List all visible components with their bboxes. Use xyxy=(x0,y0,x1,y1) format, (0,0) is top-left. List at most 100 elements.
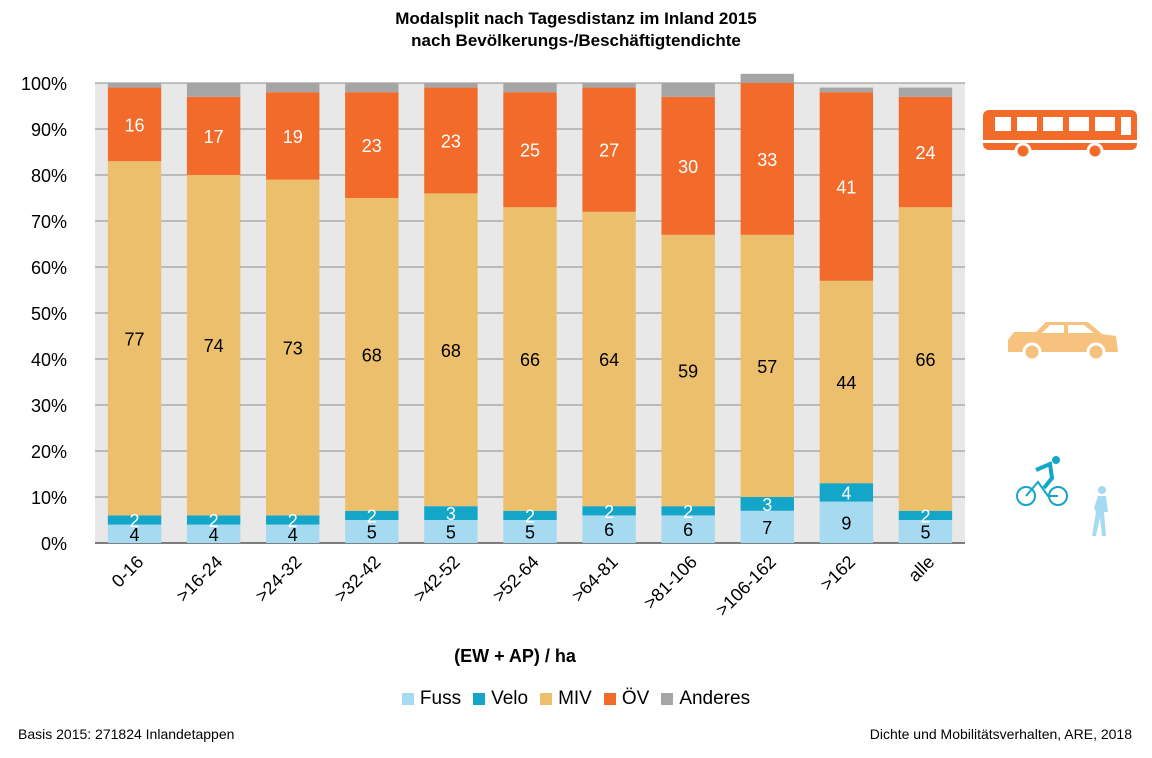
y-tick-label: 90% xyxy=(31,120,67,140)
data-label-fuss: 4 xyxy=(130,525,140,545)
bar-segment-öv xyxy=(345,92,399,198)
x-axis-label: (EW + AP) / ha xyxy=(454,646,576,666)
bar-segment-fuss xyxy=(819,501,874,543)
bar-segment-miv xyxy=(819,280,874,484)
data-label-velo: 2 xyxy=(604,502,614,522)
legend-label-velo: Velo xyxy=(491,688,529,709)
bar-segment-öv xyxy=(661,96,715,235)
bar-segment-anderes xyxy=(266,83,320,93)
data-label-miv: 77 xyxy=(125,329,145,349)
bar-segment-anderes xyxy=(740,73,794,83)
legend-label-anderes: Anderes xyxy=(679,688,751,709)
subtitle: nach Bevölkerungs-/Beschäftigtendichte xyxy=(411,31,741,50)
data-label-velo: 2 xyxy=(288,511,298,531)
bar-segment-velo xyxy=(503,510,557,520)
bar-segment-anderes xyxy=(424,83,478,88)
data-label-velo: 4 xyxy=(841,483,851,503)
bar-segment-fuss xyxy=(503,520,557,543)
bar-segment-fuss xyxy=(107,524,162,543)
data-label-fuss: 7 xyxy=(762,518,772,538)
bar-segment-miv xyxy=(898,207,953,511)
legend-item-miv: MIV xyxy=(540,688,592,710)
footer-basis: Basis 2015: 271824 Inlandetappen xyxy=(18,726,235,742)
bar-segment-öv xyxy=(740,83,794,235)
data-label-öv: 41 xyxy=(836,178,856,198)
bar-segment-anderes xyxy=(661,83,715,97)
data-label-öv: 30 xyxy=(678,157,698,177)
bar-segment-miv xyxy=(661,234,715,507)
data-label-fuss: 5 xyxy=(367,523,377,543)
bars xyxy=(107,73,953,543)
x-tick-label: >81-106 xyxy=(640,552,701,613)
bar-segment-miv xyxy=(740,234,794,498)
x-tick-label: >52-64 xyxy=(489,552,543,606)
y-tick-label: 80% xyxy=(31,166,67,186)
bus-icon xyxy=(983,110,1137,160)
data-label-velo: 3 xyxy=(762,495,772,515)
y-tick-label: 50% xyxy=(31,304,67,324)
y-tick-label: 100% xyxy=(21,74,67,94)
data-label-miv: 74 xyxy=(204,336,224,356)
bar-segment-miv xyxy=(107,161,162,516)
bar-segment-velo xyxy=(424,506,478,520)
data-label-velo: 3 xyxy=(446,504,456,524)
legend-item-oev: ÖV xyxy=(603,688,650,710)
bar-segment-öv xyxy=(582,87,636,212)
bar-segment-velo xyxy=(266,515,320,525)
data-label-miv: 66 xyxy=(915,350,935,370)
legend-label-oev: ÖV xyxy=(621,688,650,709)
x-tick-label: >106-162 xyxy=(712,552,780,620)
bar-segment-fuss xyxy=(661,515,715,543)
y-tick-label: 70% xyxy=(31,212,67,232)
y-tick-label: 30% xyxy=(31,396,67,416)
bar-segment-öv xyxy=(503,92,557,208)
data-label-miv: 44 xyxy=(836,373,856,393)
bar-segment-fuss xyxy=(740,510,794,543)
bar-segment-anderes xyxy=(582,83,636,88)
cyclist-icon xyxy=(1016,456,1068,506)
title: Modalsplit nach Tagesdistanz im Inland 2… xyxy=(395,9,757,28)
footer-source: Dichte und Mobilitätsverhalten, ARE, 201… xyxy=(869,726,1132,742)
bar-segment-anderes xyxy=(819,87,874,93)
bar-segment-velo xyxy=(345,510,399,520)
y-tick-label: 0% xyxy=(41,534,67,554)
bar-segment-öv xyxy=(898,96,953,208)
bar-segment-fuss xyxy=(582,515,636,543)
y-tick-label: 60% xyxy=(31,258,67,278)
bar-segment-velo xyxy=(740,497,794,511)
bar-segment-öv xyxy=(186,96,241,175)
legend-item-anderes: Anderes xyxy=(661,688,750,710)
bar-segment-miv xyxy=(186,175,241,516)
bar-segment-miv xyxy=(266,179,320,516)
bar-segment-anderes xyxy=(186,83,241,97)
data-label-velo: 2 xyxy=(367,506,377,526)
bar-segment-velo xyxy=(107,515,162,525)
bar-segment-velo xyxy=(898,510,953,520)
data-label-fuss: 9 xyxy=(841,513,851,533)
bar-segment-fuss xyxy=(345,520,399,543)
data-label-velo: 2 xyxy=(683,502,693,522)
legend-label-fuss: Fuss xyxy=(419,688,462,709)
bar-segment-fuss xyxy=(266,524,320,543)
legend-swatch-fuss xyxy=(401,693,414,705)
x-tick-label: >24-32 xyxy=(251,552,305,606)
bar-segment-miv xyxy=(424,193,478,507)
y-axis-ticks: 0% 10% 20% 30% 40% 50% 60% 70% 80% 90% 100% xyxy=(21,74,67,554)
data-label-öv: 19 xyxy=(283,127,303,147)
bar-segment-miv xyxy=(582,211,636,507)
x-tick-label: 0-16 xyxy=(108,552,148,592)
y-tick-label: 20% xyxy=(31,442,67,462)
bar-segment-fuss xyxy=(424,520,478,543)
data-label-miv: 64 xyxy=(599,350,619,370)
data-label-miv: 66 xyxy=(520,350,540,370)
data-label-öv: 23 xyxy=(441,132,461,152)
data-label-öv: 25 xyxy=(520,141,540,161)
data-label-öv: 17 xyxy=(204,127,224,147)
data-label-velo: 2 xyxy=(525,506,535,526)
data-label-öv: 16 xyxy=(125,115,145,135)
x-tick-label: >42-52 xyxy=(410,552,464,606)
data-label-miv: 68 xyxy=(362,345,382,365)
x-tick-label: >32-42 xyxy=(331,552,385,606)
bar-segment-öv xyxy=(266,92,320,180)
